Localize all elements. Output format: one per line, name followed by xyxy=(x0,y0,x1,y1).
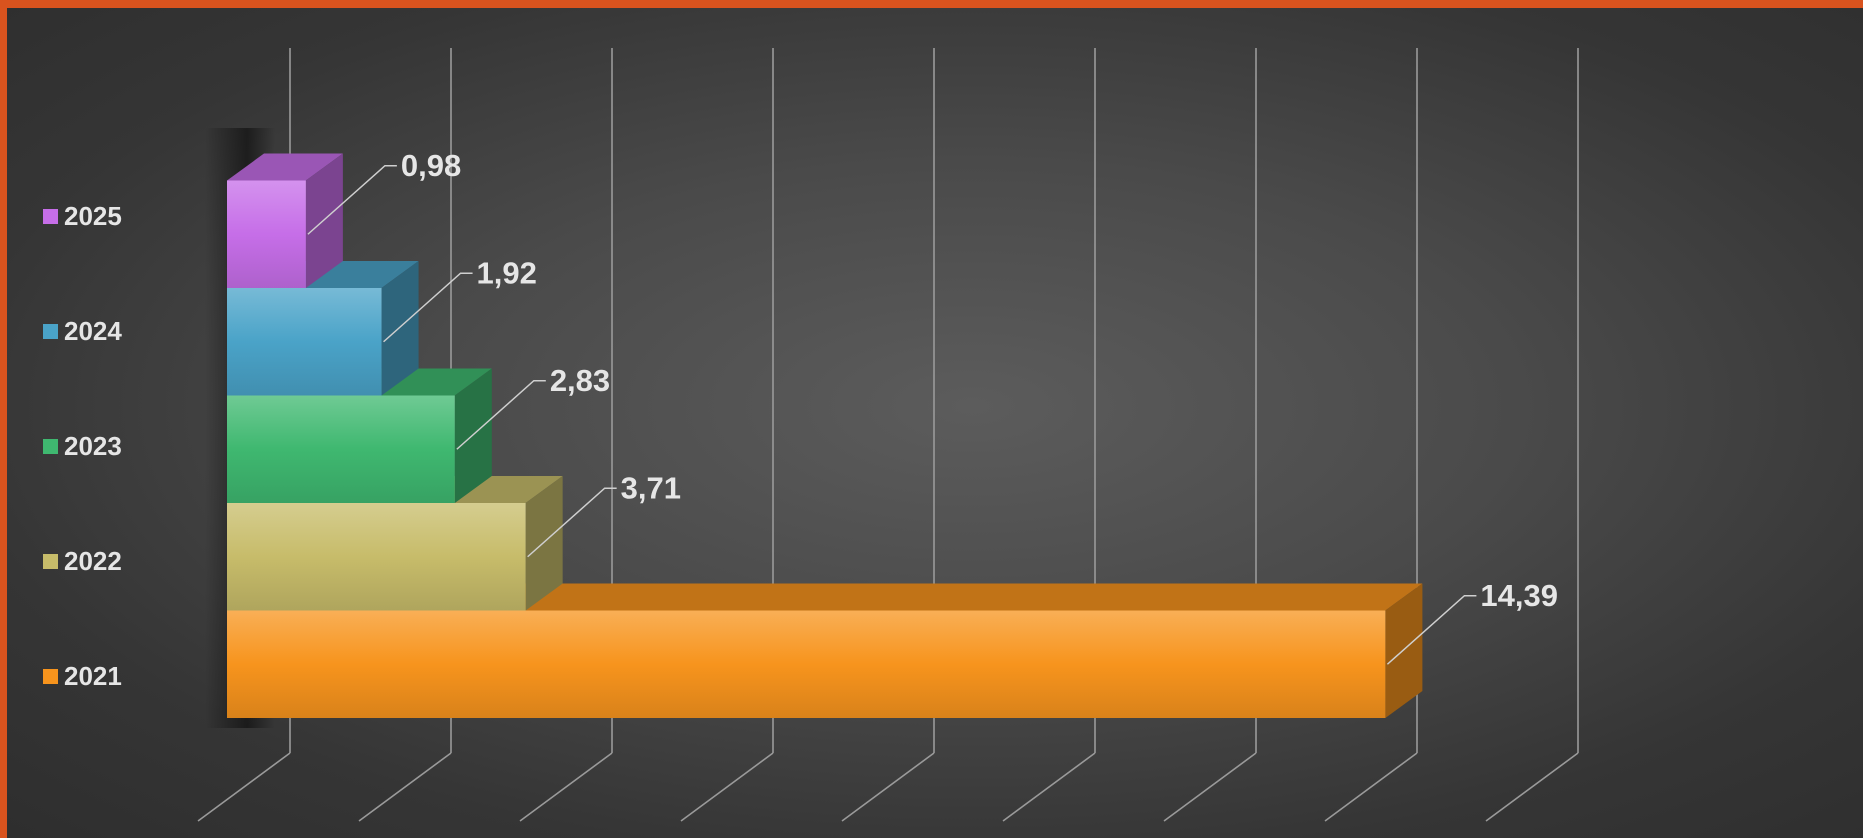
label-leader-line xyxy=(527,487,617,558)
bar-side-face xyxy=(305,153,343,288)
bar-side-face xyxy=(381,261,419,396)
legend-item-2022: 2022 xyxy=(43,546,122,576)
label-leader-line xyxy=(456,380,546,450)
bar-top-face xyxy=(227,153,343,181)
legend-label: 2024 xyxy=(64,316,122,346)
label-leader-line xyxy=(1386,595,1477,665)
bar-front-face xyxy=(227,395,455,503)
bar-front-face xyxy=(227,180,306,288)
bar-side-face xyxy=(454,368,492,503)
bar-side-face xyxy=(525,476,563,611)
legend-label: 2025 xyxy=(64,201,122,231)
data-label: 2,83 xyxy=(550,363,610,398)
legend-label: 2022 xyxy=(64,546,122,576)
bar-front-face xyxy=(227,610,1386,718)
bars xyxy=(227,153,1423,718)
legend-swatch xyxy=(43,439,58,454)
legend-swatch xyxy=(43,324,58,339)
legend-label: 2021 xyxy=(64,661,122,691)
label-leader-line xyxy=(383,272,473,343)
data-labels: 14,39 3,71 2,83 1,92 0,98 xyxy=(307,148,1558,665)
bar-2022 xyxy=(227,476,563,611)
bar-2025 xyxy=(227,153,343,288)
legend-label: 2023 xyxy=(64,431,122,461)
data-label: 14,39 xyxy=(1480,578,1558,613)
bar-chart-3d: 14,393,712,831,920,98 202520242023202220… xyxy=(43,48,1579,822)
bar-front-face xyxy=(227,503,526,611)
data-label: 1,92 xyxy=(477,255,537,290)
legend-swatch xyxy=(43,209,58,224)
legend: 2025 2024 2023 2022 2021 xyxy=(43,201,122,691)
bar-side-face xyxy=(1385,583,1423,718)
legend-swatch xyxy=(43,669,58,684)
legend-item-2023: 2023 xyxy=(43,431,122,461)
data-label: 0,98 xyxy=(401,148,461,183)
legend-item-2025: 2025 xyxy=(43,201,122,231)
bar-front-face xyxy=(227,288,382,396)
gridline xyxy=(1485,48,1579,822)
label-leader-line xyxy=(307,165,397,235)
data-label: 3,71 xyxy=(621,470,681,505)
legend-item-2024: 2024 xyxy=(43,316,122,346)
legend-item-2021: 2021 xyxy=(43,661,122,691)
legend-swatch xyxy=(43,554,58,569)
